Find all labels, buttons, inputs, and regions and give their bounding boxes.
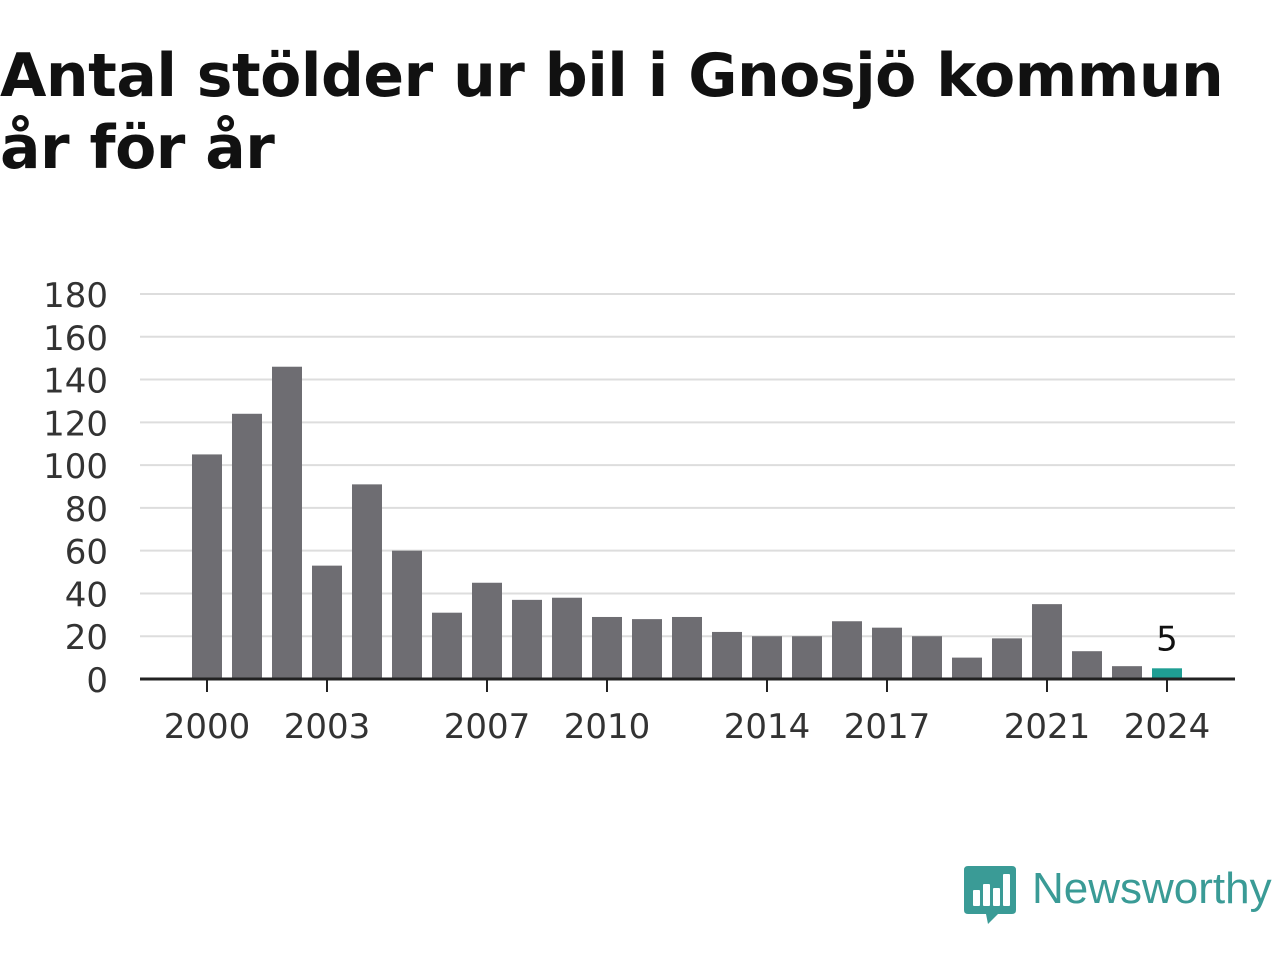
y-tick-label: 140 bbox=[43, 362, 108, 402]
bar-2011 bbox=[632, 619, 662, 679]
bars bbox=[192, 366, 1182, 679]
bar-2019 bbox=[952, 657, 982, 679]
bar-2008 bbox=[512, 599, 542, 679]
y-tick-label: 20 bbox=[65, 618, 108, 658]
y-tick-label: 100 bbox=[43, 447, 108, 487]
bar-2000 bbox=[192, 454, 222, 679]
bar-2002 bbox=[272, 366, 302, 679]
y-tick-label: 60 bbox=[65, 533, 108, 573]
bar-2020 bbox=[992, 638, 1022, 679]
bar-2009 bbox=[552, 597, 582, 679]
bar-2016 bbox=[832, 621, 862, 679]
bar-2024 bbox=[1152, 668, 1182, 679]
y-tick-label: 0 bbox=[86, 661, 108, 701]
y-tick-label: 40 bbox=[65, 575, 108, 615]
x-tick-label: 2017 bbox=[844, 707, 931, 747]
bar-2013 bbox=[712, 631, 742, 679]
bar-2023 bbox=[1112, 666, 1142, 679]
bar-2022 bbox=[1072, 651, 1102, 679]
bar-2010 bbox=[592, 616, 622, 679]
bar-2014 bbox=[752, 636, 782, 679]
brand: Newsworthy bbox=[964, 864, 1276, 926]
x-tick-label: 2021 bbox=[1004, 707, 1091, 747]
bar-2003 bbox=[312, 565, 342, 679]
bar-2018 bbox=[912, 636, 942, 679]
x-tick-label: 2003 bbox=[284, 707, 371, 747]
bar-chart-speech-bubble-icon bbox=[964, 866, 1016, 924]
annotations: 5 bbox=[1156, 619, 1178, 659]
bar-2017 bbox=[872, 627, 902, 679]
data-label: 5 bbox=[1156, 619, 1178, 659]
bar-2007 bbox=[472, 582, 502, 679]
x-axis bbox=[140, 677, 1235, 692]
x-tick-label: 2014 bbox=[724, 707, 811, 747]
bar-2012 bbox=[672, 616, 702, 679]
grid-lines bbox=[140, 293, 1235, 638]
y-tick-label: 120 bbox=[43, 404, 108, 444]
bar-2001 bbox=[232, 413, 262, 679]
bar-2005 bbox=[392, 550, 422, 679]
bar-2004 bbox=[352, 484, 382, 679]
y-tick-label: 160 bbox=[43, 319, 108, 359]
bar-2015 bbox=[792, 636, 822, 679]
x-tick-label: 2010 bbox=[564, 707, 651, 747]
x-tick-label: 2024 bbox=[1124, 707, 1211, 747]
y-tick-label: 180 bbox=[43, 276, 108, 316]
bar-2021 bbox=[1032, 604, 1062, 679]
brand-name: Newsworthy bbox=[1032, 864, 1272, 913]
y-tick-label: 80 bbox=[65, 490, 108, 530]
x-axis-tick-labels: 2000 2003 2007 2010 2014 2017 2021 2024 bbox=[164, 707, 1211, 747]
x-tick-label: 2007 bbox=[444, 707, 531, 747]
x-tick-label: 2000 bbox=[164, 707, 251, 747]
bar-2006 bbox=[432, 612, 462, 679]
chart-title: Antal stölder ur bil i Gnosjö kommun år … bbox=[0, 41, 1224, 183]
